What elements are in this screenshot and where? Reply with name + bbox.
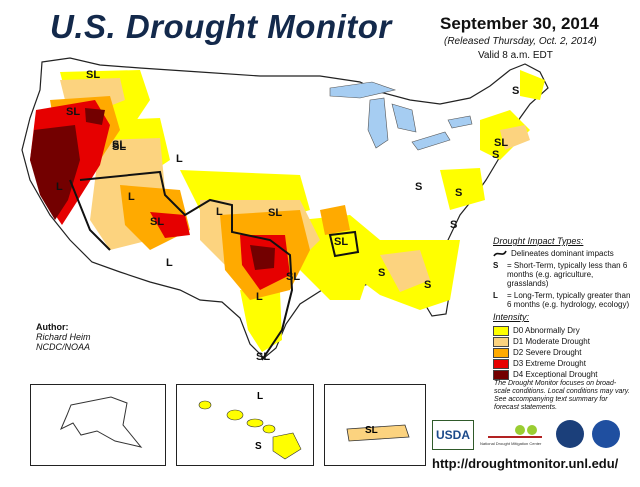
map-label-s-newengland: S bbox=[492, 149, 499, 161]
intensity-list: D0 Abnormally Dry D1 Moderate Drought D2 S… bbox=[493, 325, 633, 380]
delineate-text: Delineates dominant impacts bbox=[511, 249, 614, 258]
intensity-label-d4: D4 Exceptional Drought bbox=[513, 370, 598, 379]
map-label-s-georgia: S bbox=[424, 279, 431, 291]
short-term-key: S bbox=[493, 261, 499, 270]
intensity-swatch-d0 bbox=[493, 325, 509, 336]
long-term-row: L = Long-Term, typically greater than 6 … bbox=[493, 291, 633, 309]
intensity-label-d3: D3 Extreme Drought bbox=[513, 359, 586, 368]
impact-lines bbox=[69, 170, 360, 361]
intensity-swatch-d2 bbox=[493, 347, 509, 358]
valid-time: Valid 8 a.m. EDT bbox=[478, 50, 553, 61]
map-label-sl-arizona: SL bbox=[150, 216, 164, 228]
map-label-s-carolina: S bbox=[450, 219, 457, 231]
great-lakes bbox=[329, 81, 473, 151]
ndmc-logo-mark bbox=[488, 425, 542, 438]
map-label-l-nm: L bbox=[166, 257, 173, 269]
map-label-sl-montana2: SL bbox=[112, 139, 126, 151]
map-label-l-montana: L bbox=[176, 153, 183, 165]
delineate-row: Delineates dominant impacts bbox=[493, 249, 633, 258]
intensity-legend-title: Intensity: bbox=[493, 312, 530, 322]
delineate-line-icon bbox=[493, 250, 507, 257]
noaa-logo bbox=[592, 420, 620, 448]
intensity-item-d1: D1 Moderate Drought bbox=[493, 336, 633, 347]
intensity-item-d3: D3 Extreme Drought bbox=[493, 358, 633, 369]
author-block: Author: Richard Heim NCDC/NOAA bbox=[36, 322, 91, 352]
intensity-label-d2: D2 Severe Drought bbox=[513, 348, 582, 357]
intensity-swatch-d1 bbox=[493, 336, 509, 347]
ndmc-logo: National Drought Mitigation Center bbox=[480, 420, 550, 448]
intensity-item-d4: D4 Exceptional Drought bbox=[493, 369, 633, 380]
intensity-label-d1: D1 Moderate Drought bbox=[513, 337, 590, 346]
usda-logo: USDA bbox=[432, 420, 474, 450]
author-org: NCDC/NOAA bbox=[36, 342, 91, 352]
map-label-l-utah: L bbox=[128, 191, 135, 203]
hawaii-inset: L S bbox=[176, 384, 314, 466]
map-label-s-maine: S bbox=[512, 85, 519, 97]
intensity-swatch-d3 bbox=[493, 358, 509, 369]
short-term-text: = Short-Term, typically less than 6 mont… bbox=[507, 261, 628, 288]
impact-legend-title: Drought Impact Types: bbox=[493, 236, 584, 246]
map-label-sl-kansas: SL bbox=[268, 207, 282, 219]
ndmc-logo-text: National Drought Mitigation Center bbox=[480, 441, 542, 446]
map-label-l-texas: L bbox=[256, 291, 263, 303]
map-label-sl-oregon: SL bbox=[86, 69, 100, 81]
author-name: Richard Heim bbox=[36, 332, 91, 342]
map-label-sl-calnorth: SL bbox=[66, 106, 80, 118]
hawaii-shape: L S bbox=[198, 391, 302, 460]
alaska-shape bbox=[60, 396, 143, 448]
intensity-swatch-d4 bbox=[493, 369, 509, 380]
impact-labels: SL SL SL L L L SL L SL L SL L SL S S S S… bbox=[56, 69, 519, 363]
map-label-l-calcentral: L bbox=[56, 181, 63, 193]
pr-label-sl: SL bbox=[365, 425, 378, 436]
hawaii-label-l: L bbox=[257, 391, 263, 402]
intensity-item-d0: D0 Abnormally Dry bbox=[493, 325, 633, 336]
puerto-rico-inset: SL bbox=[324, 384, 426, 466]
alaska-inset bbox=[30, 384, 166, 466]
long-term-text: = Long-Term, typically greater than 6 mo… bbox=[507, 291, 631, 309]
doc-seal-logo bbox=[556, 420, 584, 448]
intensity-label-d0: D0 Abnormally Dry bbox=[513, 326, 580, 335]
map-label-sl-nevada: SL bbox=[112, 141, 126, 153]
map-label-s-kentucky: S bbox=[415, 181, 422, 193]
map-label-l-colorado: L bbox=[216, 206, 223, 218]
author-label: Author: bbox=[36, 322, 69, 332]
puerto-rico-shape: SL bbox=[346, 424, 410, 442]
release-date: (Released Thursday, Oct. 2, 2014) bbox=[444, 36, 597, 47]
usda-logo-text: USDA bbox=[435, 428, 470, 442]
long-term-key: L bbox=[493, 291, 498, 300]
map-label-sl-ny: SL bbox=[494, 137, 508, 149]
hawaii-label-s: S bbox=[255, 441, 262, 452]
forecast-note: The Drought Monitor focuses on broad-sca… bbox=[494, 380, 630, 411]
map-title: U.S. Drought Monitor bbox=[50, 8, 392, 45]
map-label-sl-gulf: SL bbox=[256, 351, 270, 363]
d4-areas bbox=[30, 108, 275, 270]
map-date: September 30, 2014 bbox=[440, 14, 599, 33]
map-label-sl-missouri: SL bbox=[334, 236, 348, 248]
map-label-sl-texas: SL bbox=[286, 271, 300, 283]
intensity-item-d2: D2 Severe Drought bbox=[493, 347, 633, 358]
map-label-s-tennessee: S bbox=[378, 267, 385, 279]
map-label-s-virginia: S bbox=[455, 187, 462, 199]
website-url[interactable]: http://droughtmonitor.unl.edu/ bbox=[432, 456, 619, 471]
short-term-row: S = Short-Term, typically less than 6 mo… bbox=[493, 261, 633, 288]
legend-block: Drought Impact Types: Delineates dominan… bbox=[493, 236, 633, 380]
